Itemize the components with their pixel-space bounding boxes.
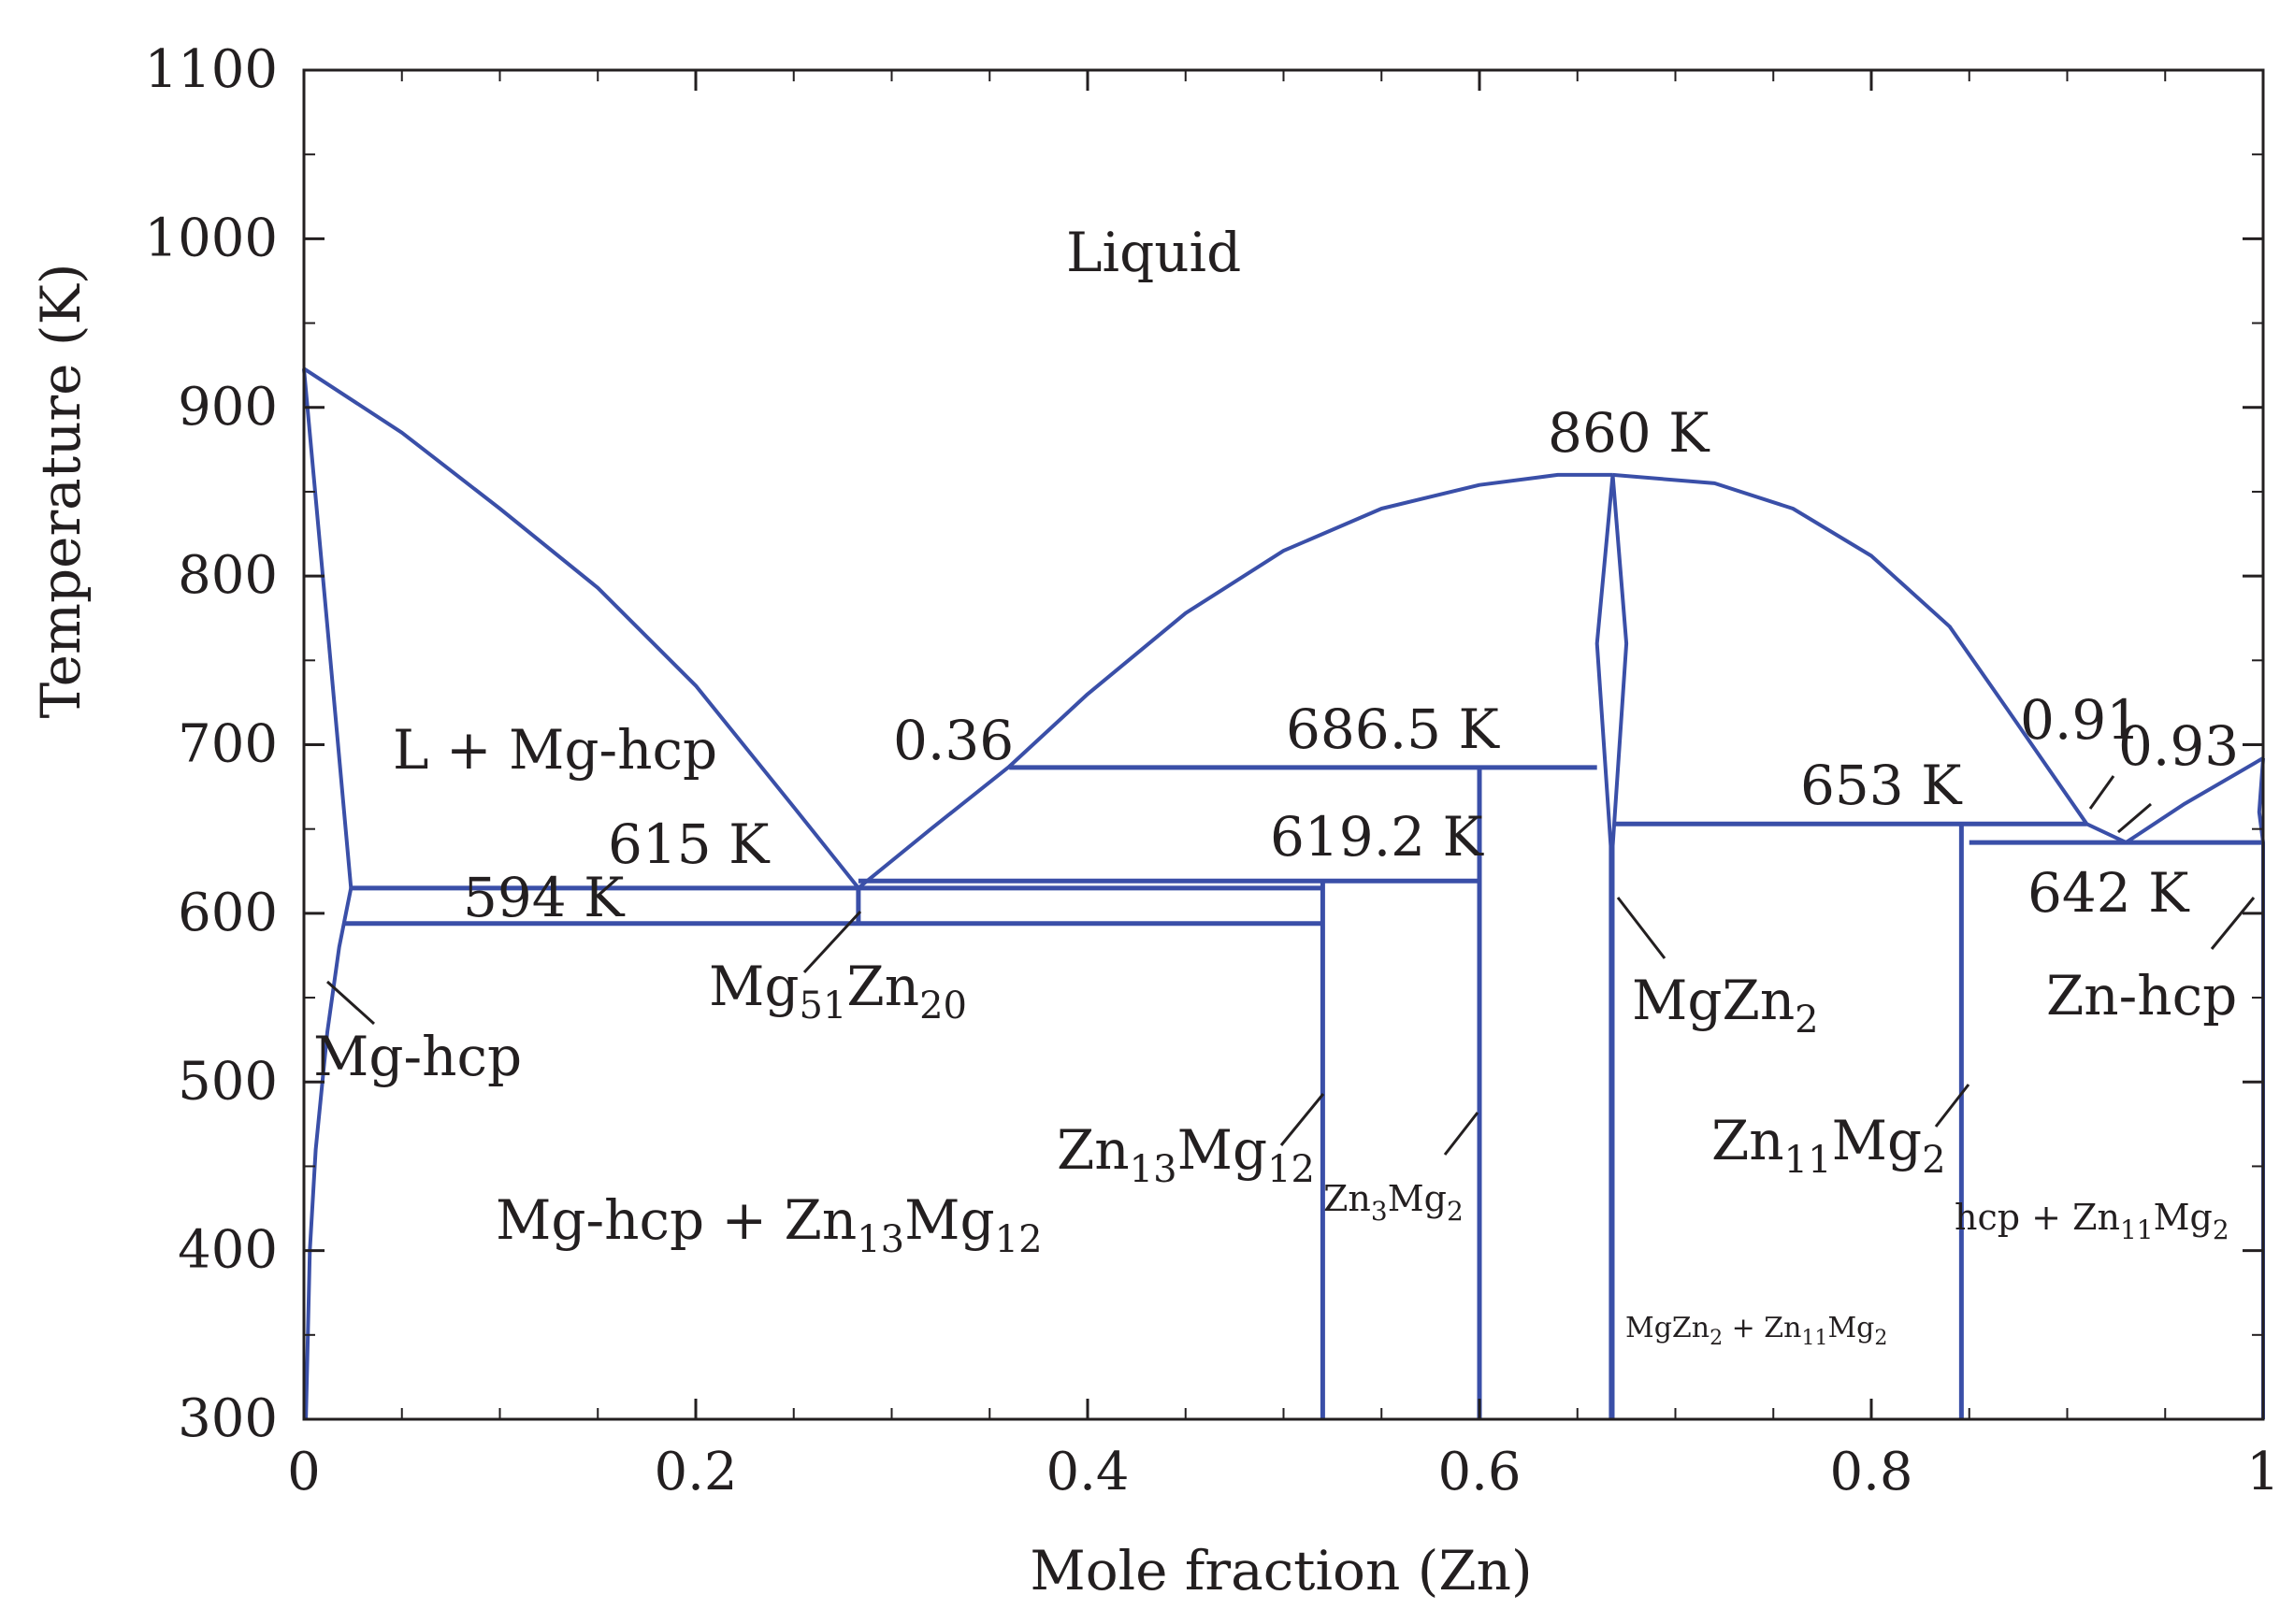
leader-zn13mg12 xyxy=(1279,1093,1325,1146)
axis-ticks xyxy=(302,68,2265,1421)
y-tick-label: 400 xyxy=(178,1220,278,1281)
label-642k: 642 K xyxy=(2027,861,2190,925)
y-tick-label: 600 xyxy=(178,883,278,943)
label-zn13mg12: Zn13Mg12 xyxy=(1057,1118,1315,1191)
leader-091 xyxy=(2088,775,2115,810)
label-zn11mg2: Zn11Mg2 xyxy=(1711,1109,1946,1182)
label-594k: 594 K xyxy=(463,866,626,929)
label-093: 0.93 xyxy=(2118,714,2239,778)
label-615k: 615 K xyxy=(608,812,771,876)
y-axis-title: Temperature (K) xyxy=(29,264,93,719)
tick-labels: 0 0.2 0.4 0.6 0.8 1 300 400 500 600 700 800 900 1000 1… xyxy=(144,39,2279,1502)
leader-lines xyxy=(325,775,2256,1156)
label-zn3mg2: Zn3Mg2 xyxy=(1323,1178,1464,1227)
y-tick-label: 900 xyxy=(178,377,278,438)
label-686-5k: 686.5 K xyxy=(1286,697,1500,761)
label-091: 0.91 xyxy=(2020,688,2141,752)
leader-zn3mg2 xyxy=(1443,1112,1479,1156)
x-tick-label: 1 xyxy=(2246,1442,2280,1502)
curve-mg-hcp-solidus xyxy=(302,368,353,888)
label-mgzn2: MgZn2 xyxy=(1632,969,1819,1042)
x-tick-label: 0 xyxy=(287,1442,321,1502)
y-tick-label: 700 xyxy=(178,714,278,775)
label-619-2k: 619.2 K xyxy=(1270,805,1484,869)
x-axis-title: Mole fraction (Zn) xyxy=(1030,1539,1532,1602)
curve-mgzn2-right xyxy=(1610,474,1629,1419)
curve-liquidus-central-right xyxy=(1612,472,2128,844)
y-tick-label: 1100 xyxy=(144,39,278,100)
label-653k: 653 K xyxy=(1800,754,1963,817)
phase-boundaries xyxy=(302,366,2265,1420)
label-mg-hcp: Mg-hcp xyxy=(313,1025,522,1088)
curve-liquidus-mg xyxy=(302,366,860,890)
label-liquid: Liquid xyxy=(1066,221,1241,284)
y-tick-label: 500 xyxy=(178,1051,278,1112)
x-tick-label: 0.2 xyxy=(654,1442,737,1502)
curve-mg-hcp-solvus xyxy=(304,887,353,1420)
leader-zn11mg2 xyxy=(1934,1084,1970,1128)
y-tick-label: 300 xyxy=(178,1388,278,1449)
label-036: 0.36 xyxy=(893,709,1014,772)
leader-mg51zn20 xyxy=(802,910,862,974)
x-tick-label: 0.4 xyxy=(1046,1442,1129,1502)
leader-zn-hcp xyxy=(2210,897,2256,950)
label-860k: 860 K xyxy=(1548,401,1710,465)
label-mg51zn20: Mg51Zn20 xyxy=(709,955,967,1028)
label-mgzn2-zn11mg2: MgZn2 + Zn11Mg2 xyxy=(1625,1312,1887,1350)
leader-093 xyxy=(2117,802,2152,834)
label-l-mg-hcp: L + Mg-hcp xyxy=(393,718,717,782)
y-tick-label: 1000 xyxy=(144,208,278,268)
curve-mgzn2-left xyxy=(1594,474,1615,1419)
label-zn-hcp: Zn-hcp xyxy=(2046,964,2237,1028)
label-mg-hcp-zn13mg12: Mg-hcp + Zn13Mg12 xyxy=(496,1188,1043,1261)
x-tick-label: 0.8 xyxy=(1829,1442,1912,1502)
curve-liquidus-central-left xyxy=(857,472,1613,890)
y-tick-label: 800 xyxy=(178,545,278,606)
leader-mgzn2 xyxy=(1616,897,1666,959)
leader-mg-hcp xyxy=(325,980,376,1026)
curve-liquidus-zn xyxy=(2125,756,2265,844)
label-hcp-zn11mg2: hcp + Zn11Mg2 xyxy=(1955,1197,2229,1245)
x-tick-label: 0.6 xyxy=(1437,1442,1521,1502)
